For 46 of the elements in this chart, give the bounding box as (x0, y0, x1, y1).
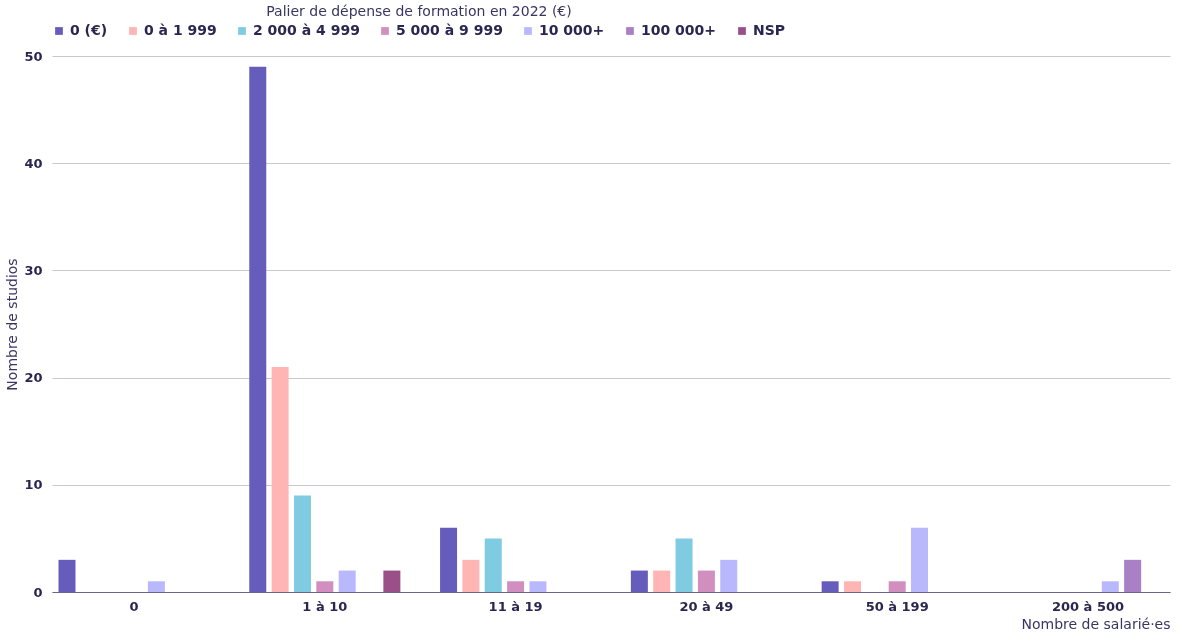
bar (888, 581, 906, 592)
x-tick-label: 11 à 19 (488, 598, 543, 614)
bar (843, 581, 861, 592)
y-tick-label: 0 (33, 584, 43, 600)
legend-label: 0 à 1 999 (144, 22, 217, 38)
bar (1124, 559, 1142, 592)
bar (697, 570, 715, 592)
bar (484, 538, 502, 592)
legend-label: 0 (€) (70, 22, 108, 38)
bar (653, 570, 671, 592)
bar (821, 581, 839, 592)
y-tick-label: 50 (24, 48, 43, 64)
x-tick-label: 1 à 10 (302, 598, 348, 614)
bar (675, 538, 693, 592)
legend-label: 10 000+ (539, 22, 605, 38)
bar (383, 570, 401, 592)
bar (440, 527, 458, 592)
bar (630, 570, 648, 592)
x-tick-label: 0 (129, 598, 139, 614)
y-tick-label: 20 (24, 370, 43, 386)
x-tick-label: 200 à 500 (1051, 598, 1125, 614)
y-tick-label: 30 (24, 262, 43, 278)
y-tick-label: 10 (24, 477, 43, 493)
legend-label: 100 000+ (641, 22, 717, 38)
bar (507, 581, 525, 592)
legend-label: NSP (753, 22, 786, 38)
bar (316, 581, 334, 592)
bar (529, 581, 547, 592)
bar (462, 559, 480, 592)
bar (720, 559, 738, 592)
bar (338, 570, 356, 592)
y-axis-title: Nombre de studios (4, 258, 21, 391)
legend-label: 5 000 à 9 999 (396, 22, 503, 38)
bar (1101, 581, 1119, 592)
x-axis-title: Nombre de salarié·es (1021, 615, 1171, 632)
legend-title: Palier de dépense de formation en 2022 (€) (266, 3, 572, 19)
bar (249, 66, 267, 592)
bar (58, 559, 76, 592)
y-tick-label: 40 (24, 155, 43, 171)
x-tick-label: 20 à 49 (679, 598, 734, 614)
bar (911, 527, 929, 592)
legend-label: 2 000 à 4 999 (253, 22, 360, 38)
bar (293, 495, 311, 592)
bar (147, 581, 165, 592)
x-tick-label: 50 à 199 (865, 598, 929, 614)
bar (271, 366, 289, 592)
